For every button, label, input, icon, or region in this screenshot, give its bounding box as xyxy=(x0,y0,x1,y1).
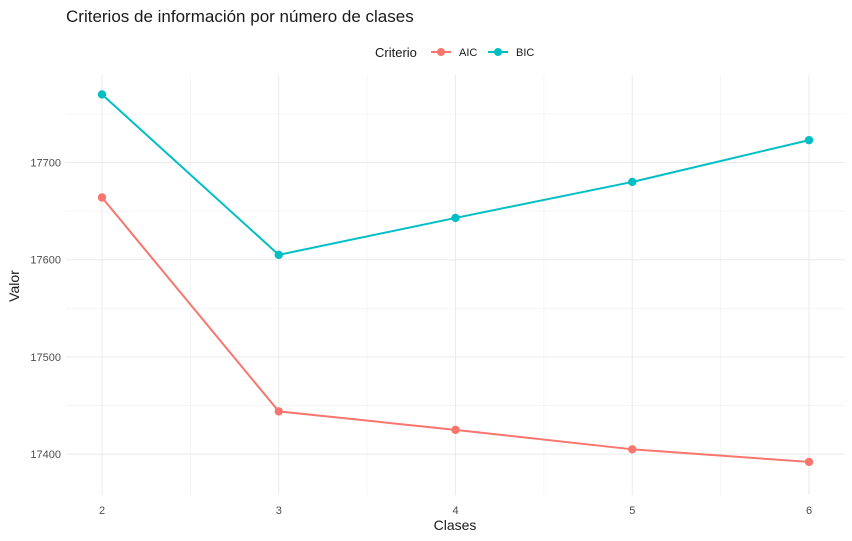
chart-title: Criterios de información por número de c… xyxy=(66,7,414,26)
gridlines xyxy=(66,75,845,495)
y-axis-ticks: 17400 17500 17600 17700 xyxy=(30,158,61,462)
data-point-bic xyxy=(804,135,814,145)
legend: Criterio AIC BIC xyxy=(375,45,534,60)
legend-label-bic: BIC xyxy=(516,47,534,59)
legend-item-aic: AIC xyxy=(431,47,477,59)
data-point-bic xyxy=(274,250,283,260)
x-axis-ticks: 2 3 4 5 6 xyxy=(99,505,812,517)
x-tick-label: 2 xyxy=(99,505,105,517)
y-tick-label: 17600 xyxy=(30,255,61,267)
y-axis-title: Valor xyxy=(6,270,22,302)
x-tick-label: 6 xyxy=(806,505,812,517)
y-tick-label: 17700 xyxy=(30,158,61,170)
series-points xyxy=(97,90,814,467)
data-point-bic xyxy=(451,213,460,223)
x-tick-label: 5 xyxy=(629,505,635,517)
x-tick-label: 3 xyxy=(276,505,282,517)
data-point-aic xyxy=(274,407,283,416)
y-tick-label: 17500 xyxy=(30,352,61,364)
x-axis-title: Clases xyxy=(434,517,477,533)
data-point-aic xyxy=(451,425,460,435)
data-point-aic xyxy=(628,445,637,454)
data-point-aic xyxy=(804,457,814,467)
data-point-bic xyxy=(97,90,107,99)
legend-label-aic: AIC xyxy=(459,47,477,59)
legend-item-bic: BIC xyxy=(488,47,534,59)
legend-title: Criterio xyxy=(375,45,417,60)
y-tick-label: 17400 xyxy=(30,449,61,461)
data-point-aic xyxy=(97,193,107,202)
data-point-bic xyxy=(628,177,637,187)
x-tick-label: 4 xyxy=(452,505,458,517)
